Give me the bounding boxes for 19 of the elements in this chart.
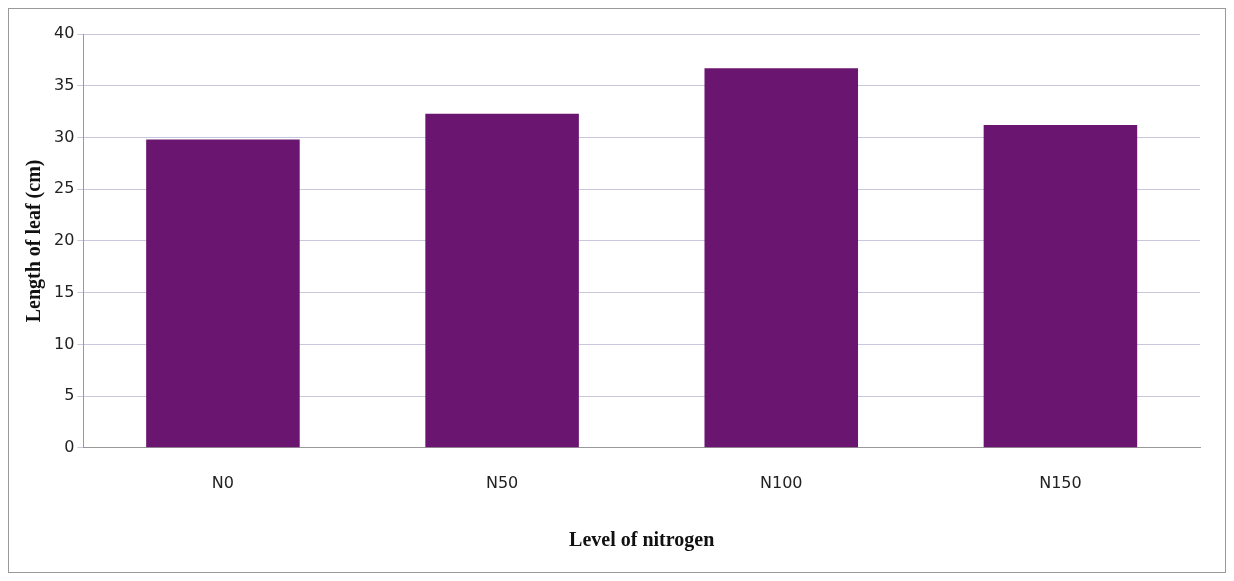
y-tick-label: 15 xyxy=(54,281,75,301)
x-tick-label: N50 xyxy=(485,472,519,492)
bar xyxy=(425,113,579,448)
x-tick-label: N0 xyxy=(211,472,235,492)
x-tick-label: N150 xyxy=(1039,472,1082,492)
y-tick-label: 5 xyxy=(64,385,75,405)
y-tick-label: 25 xyxy=(54,178,75,198)
bar xyxy=(146,139,300,448)
x-axis-title: Level of nitrogen xyxy=(569,528,715,552)
y-tick-label: 40 xyxy=(54,23,75,43)
bar xyxy=(704,68,859,448)
y-tick-label: 0 xyxy=(64,436,75,456)
bar xyxy=(983,125,1138,448)
y-tick-label: 35 xyxy=(54,74,75,94)
y-tick-label: 10 xyxy=(54,333,75,353)
y-axis-title: Length of leaf (cm) xyxy=(22,159,46,323)
y-tick-label: 30 xyxy=(54,126,75,146)
x-tick-label: N100 xyxy=(760,472,803,492)
y-tick-label: 20 xyxy=(54,230,75,250)
